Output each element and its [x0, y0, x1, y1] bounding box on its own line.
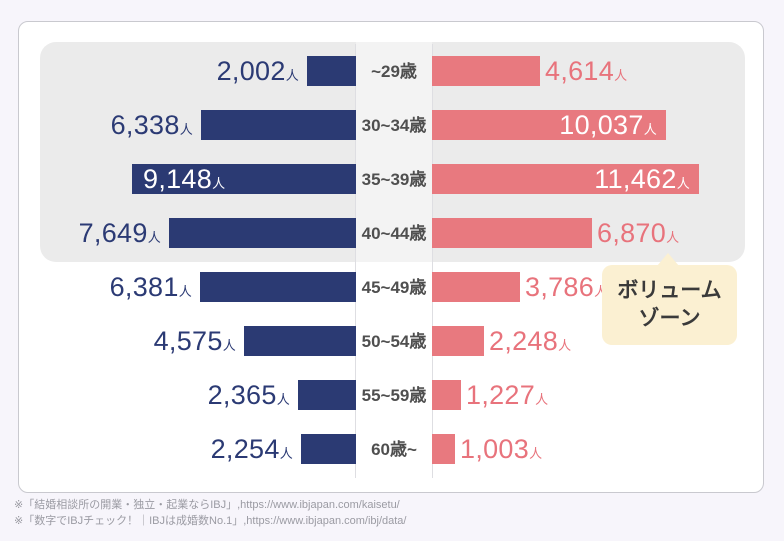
right-value-label: 10,037人 — [559, 110, 657, 140]
left-bar — [244, 326, 356, 356]
left-bar — [169, 218, 356, 248]
unit-suffix: 人 — [147, 230, 161, 245]
left-bar — [132, 164, 356, 194]
volume-zone-highlight — [40, 42, 745, 262]
unit-suffix: 人 — [179, 122, 193, 137]
right-value-label: 6,870人 — [597, 218, 680, 248]
footnotes: ※「結婚相談所の開業・独立・起業ならIBJ」,https://www.ibjap… — [14, 498, 407, 529]
right-value-label: 11,462人 — [594, 164, 690, 194]
right-value-label: 3,786人 — [525, 272, 608, 302]
left-bar — [200, 272, 356, 302]
right-bar — [432, 326, 484, 356]
left-bar — [201, 110, 356, 140]
left-value-label: 7,649人 — [78, 218, 161, 248]
left-value-label: 9,148人 — [143, 164, 226, 194]
left-value-label: 4,575人 — [153, 326, 236, 356]
unit-suffix: 人 — [676, 176, 690, 191]
right-bar — [432, 272, 520, 302]
right-bar — [432, 110, 666, 140]
right-value-label: 1,227人 — [466, 380, 549, 410]
unit-suffix: 人 — [558, 338, 572, 353]
right-value-label: 2,248人 — [489, 326, 572, 356]
unit-suffix: 人 — [614, 68, 628, 83]
age-label: 60歳~ — [371, 440, 417, 459]
right-axis-line — [432, 44, 433, 478]
left-bar — [301, 434, 356, 464]
age-label: ~29歳 — [371, 62, 417, 81]
callout-text-line2: ゾーン — [638, 307, 701, 330]
unit-suffix: 人 — [643, 122, 657, 137]
right-value-label: 1,003人 — [460, 434, 543, 464]
left-value-label: 6,338人 — [110, 110, 193, 140]
left-value-label: 6,381人 — [109, 272, 192, 302]
right-bar — [432, 380, 461, 410]
right-bar — [432, 56, 540, 86]
footnote-source-2: ※「数字でIBJチェック！｜IBJは成婚数No.1」,https://www.i… — [14, 514, 407, 527]
unit-suffix: 人 — [212, 176, 226, 191]
right-bar — [432, 434, 455, 464]
age-label: 45~49歳 — [361, 278, 427, 297]
right-value-label: 4,614人 — [545, 56, 628, 86]
unit-suffix: 人 — [222, 338, 236, 353]
callout-text-line1: ボリューム — [617, 279, 722, 302]
age-label: 30~34歳 — [361, 116, 427, 135]
unit-suffix: 人 — [276, 392, 290, 407]
unit-suffix: 人 — [666, 230, 680, 245]
age-label: 50~54歳 — [361, 332, 427, 351]
callout-pointer-icon — [657, 253, 679, 266]
left-axis-line — [355, 44, 356, 478]
right-bar — [432, 218, 592, 248]
left-value-label: 2,254人 — [210, 434, 293, 464]
unit-suffix: 人 — [285, 68, 299, 83]
footnote-source-1: ※「結婚相談所の開業・独立・起業ならIBJ」,https://www.ibjap… — [14, 499, 400, 511]
left-value-label: 2,002人 — [216, 56, 299, 86]
unit-suffix: 人 — [178, 284, 192, 299]
unit-suffix: 人 — [535, 392, 549, 407]
volume-zone-callout: ボリューム ゾーン — [602, 253, 737, 345]
unit-suffix: 人 — [529, 446, 543, 461]
left-bar — [307, 56, 356, 86]
age-label: 40~44歳 — [361, 224, 427, 243]
age-label: 35~39歳 — [361, 170, 427, 189]
right-bar — [432, 164, 699, 194]
unit-suffix: 人 — [279, 446, 293, 461]
left-bar — [298, 380, 356, 410]
age-label-strip — [356, 42, 432, 262]
age-label: 55~59歳 — [361, 386, 427, 405]
left-value-label: 2,365人 — [207, 380, 290, 410]
